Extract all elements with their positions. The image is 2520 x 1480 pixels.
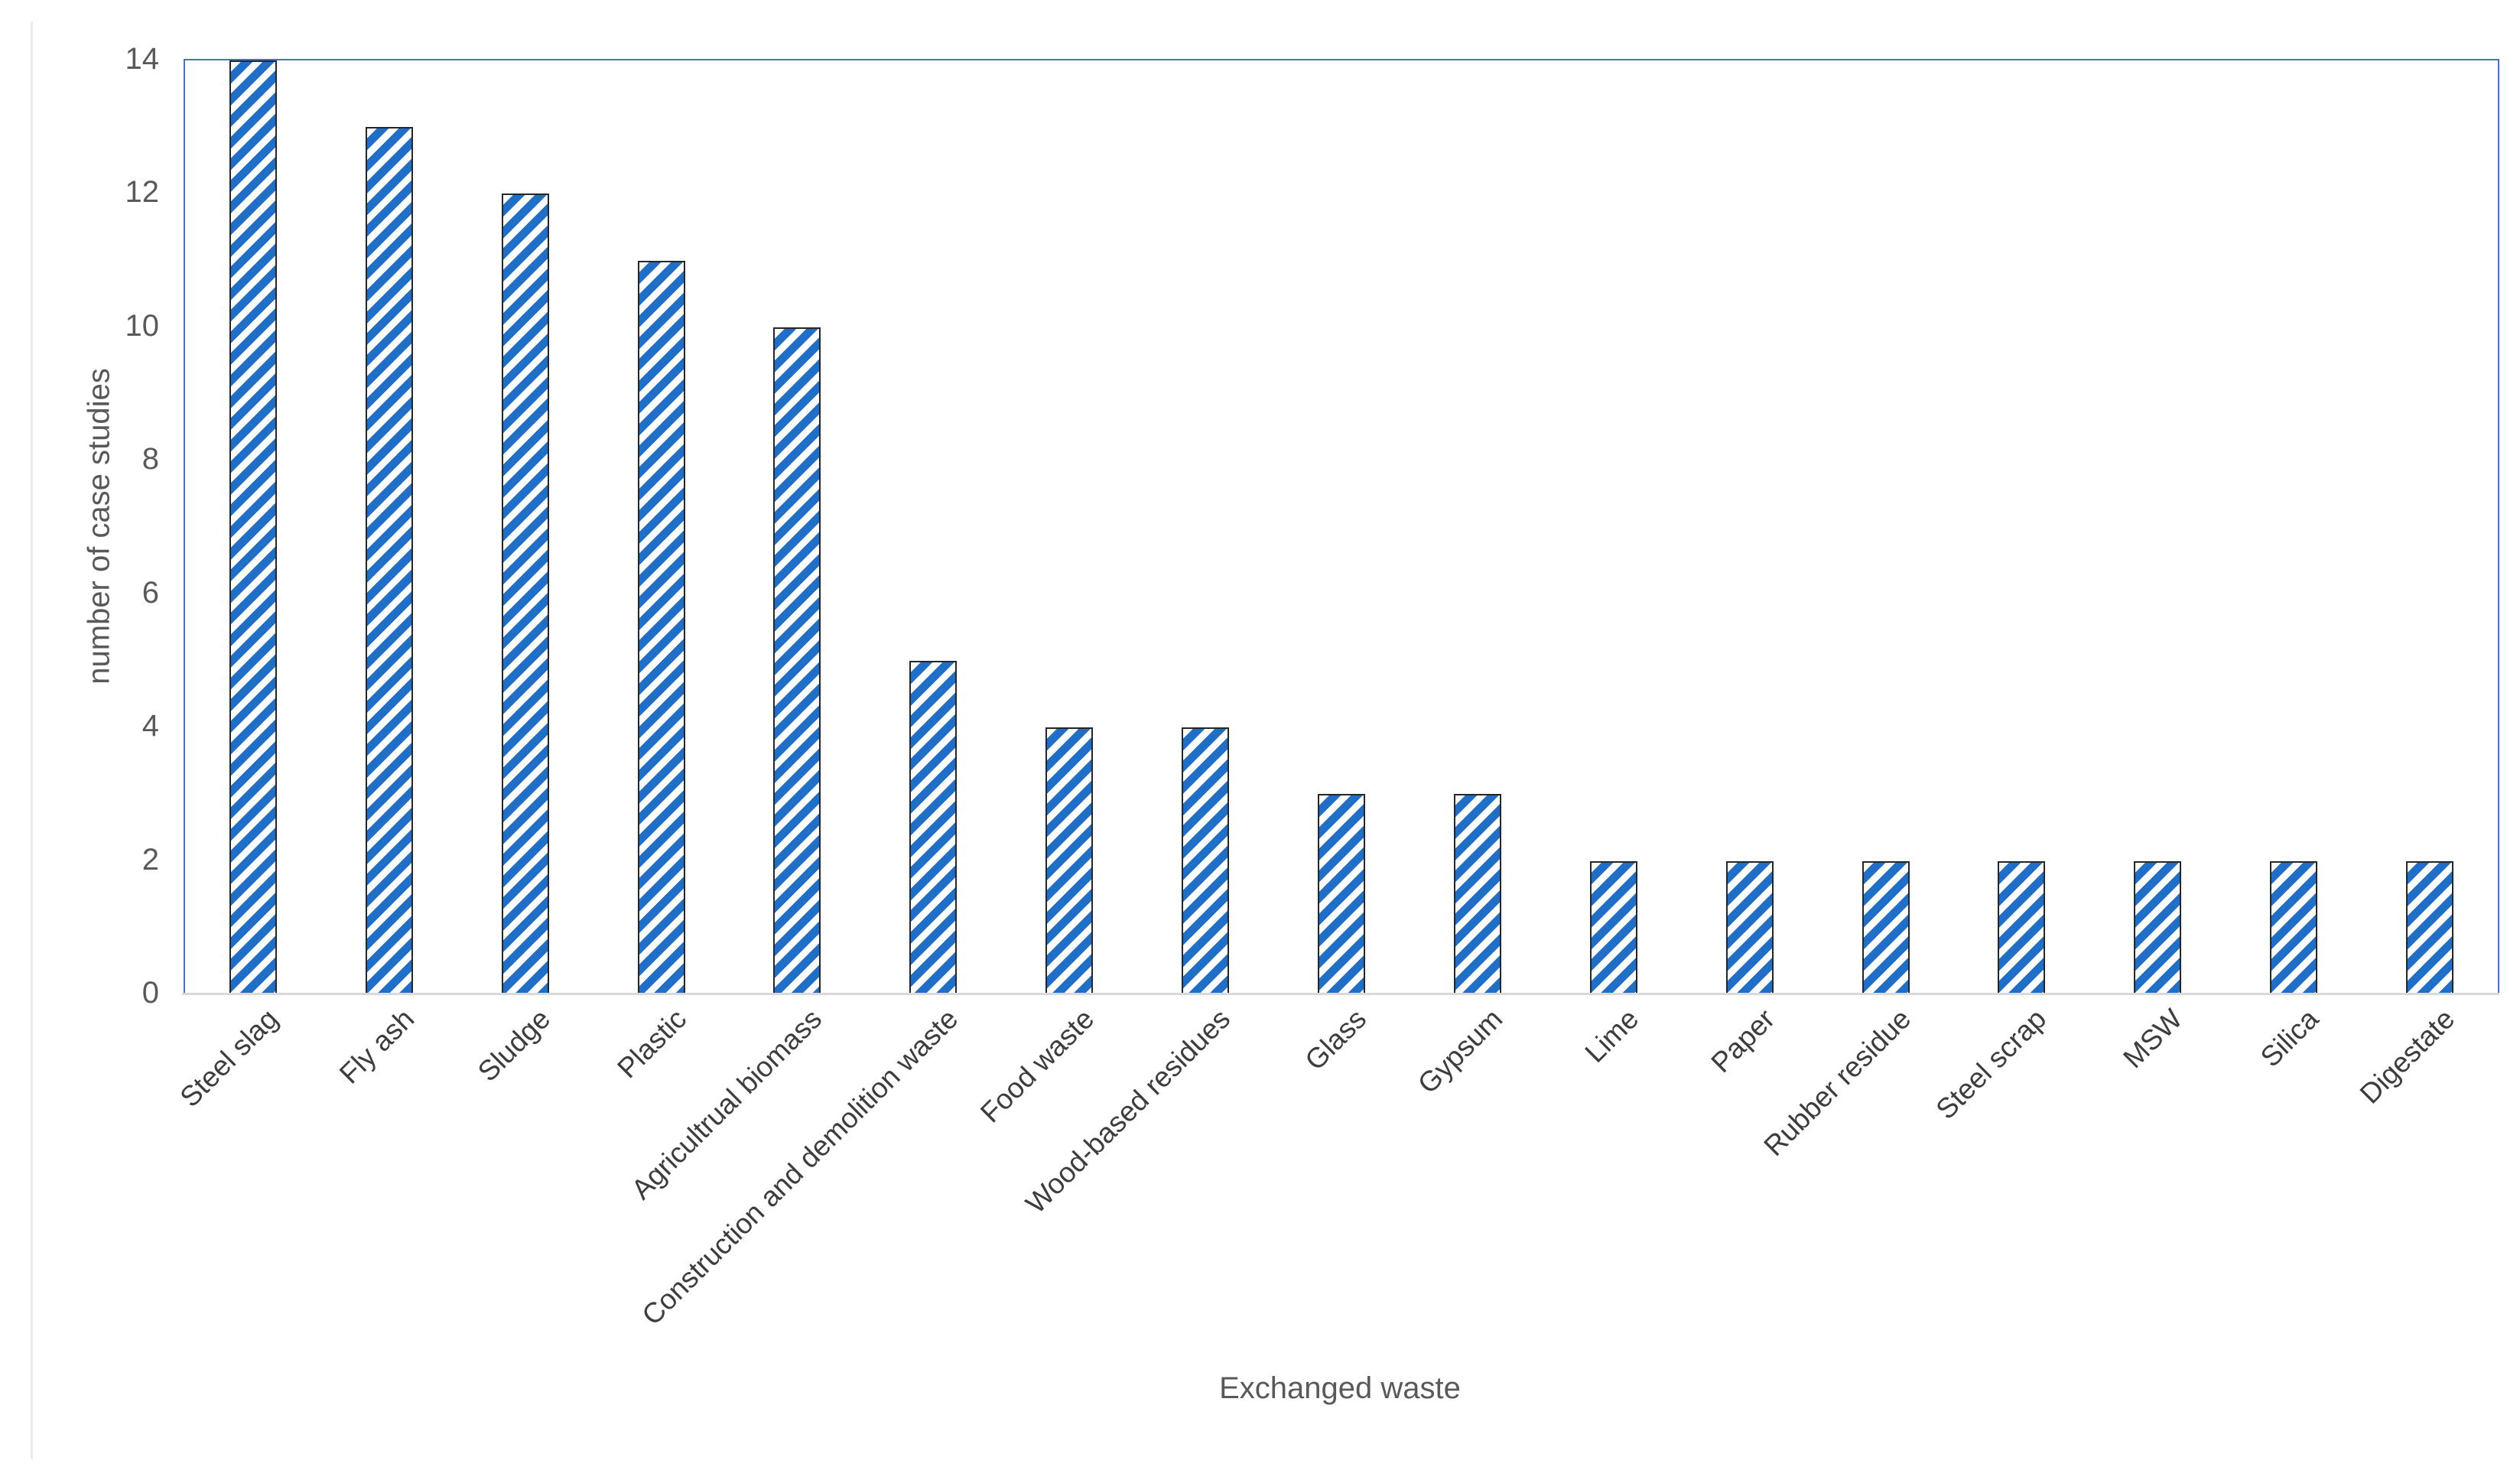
bar-gypsum	[1453, 794, 1501, 994]
x-category-label: Steel slag	[174, 1003, 285, 1114]
x-category-label: Gypsum	[1411, 1003, 1509, 1100]
x-category-label: MSW	[2117, 1003, 2189, 1075]
x-category-label: Paper	[1705, 1003, 1780, 1079]
x-category-label: Rubber residue	[1757, 1003, 1917, 1163]
y-tick-label: 4	[141, 709, 159, 743]
x-category-label: Fly ash	[333, 1003, 421, 1090]
y-axis-title: number of case studies	[82, 368, 116, 685]
bar-agricultrual-biomass	[773, 327, 821, 994]
y-tick-label: 2	[141, 842, 159, 877]
x-axis-title: Exchanged waste	[1219, 1371, 1461, 1405]
bar-construction-and-demolition-waste	[909, 660, 958, 994]
bar-silica	[2270, 860, 2318, 994]
bar-plastic	[637, 260, 685, 994]
y-tick-label: 6	[141, 575, 159, 610]
bar-fly-ash	[365, 127, 413, 994]
bar-msw	[2134, 860, 2182, 994]
bar-wood-based-residues	[1182, 727, 1230, 994]
y-tick-label: 10	[125, 308, 160, 343]
bar-digestate	[2406, 860, 2454, 994]
x-category-label: Silica	[2254, 1003, 2325, 1073]
plot-area	[184, 59, 2499, 994]
bar-steel-slag	[229, 60, 277, 994]
x-category-label: Glass	[1299, 1003, 1373, 1077]
y-tick-label: 12	[125, 175, 160, 210]
figure-left-border	[31, 21, 33, 1459]
y-tick-label: 14	[125, 42, 160, 76]
bar-rubber-residue	[1862, 860, 1910, 994]
y-tick-label: 0	[141, 976, 159, 1010]
bar-steel-scrap	[1998, 860, 2046, 994]
x-category-label: Sludge	[471, 1003, 556, 1088]
bar-paper	[1725, 860, 1774, 994]
x-axis-line	[182, 993, 2499, 995]
x-category-label: Food waste	[974, 1003, 1101, 1129]
bar-lime	[1589, 860, 1637, 994]
y-tick-label: 8	[141, 442, 159, 477]
bar-glass	[1318, 794, 1365, 994]
bar-sludge	[501, 194, 549, 994]
bar-food-waste	[1045, 727, 1094, 994]
x-category-label: Steel scrap	[1930, 1003, 2053, 1126]
x-category-label: Plastic	[610, 1003, 692, 1085]
x-category-label: Lime	[1579, 1003, 1645, 1069]
x-category-label: Digestate	[2353, 1003, 2461, 1110]
